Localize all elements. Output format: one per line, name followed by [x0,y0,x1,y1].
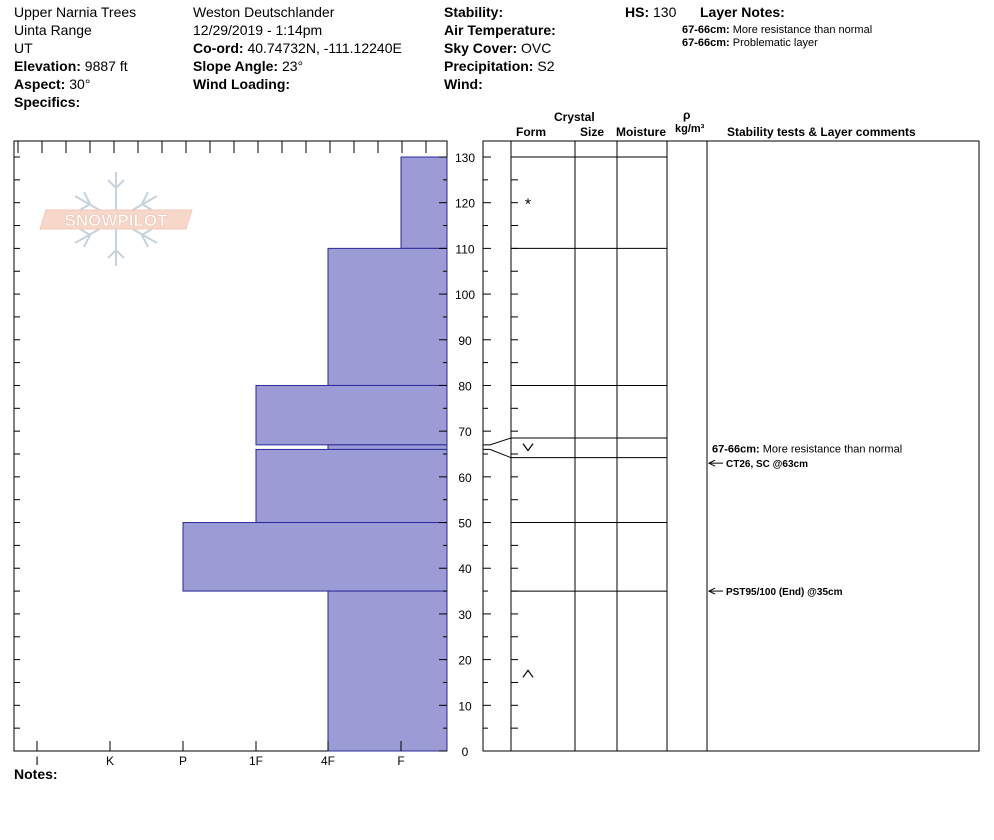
y-tick-label-80: 80 [458,379,472,393]
x-tick-label-4F: 4F [321,754,335,768]
y-tick-label-10: 10 [458,699,472,713]
observation-datetime: 12/29/2019 - 1:14pm [193,22,323,38]
y-tick-label-50: 50 [458,517,472,531]
layer-note-2: 67-66cm: Problematic layer [682,37,818,49]
y-tick-label-60: 60 [458,471,472,485]
stability: Stability: [444,3,503,21]
observer-name: Weston Deutschlander [193,4,335,20]
elevation-label: Elevation: [14,58,81,74]
crystal-header: Crystal [554,110,595,124]
layer-notes-title: Layer Notes: [700,4,785,20]
aspect-label: Aspect: [14,76,66,92]
location-name: Upper Narnia Trees [14,4,137,20]
form-header: Form [516,125,546,139]
aspect-value: 30° [69,76,91,92]
coord-label: Co-ord: [193,40,244,56]
hardness-bar-1 [327,247,448,386]
precipitation: Precipitation: S2 [444,57,554,75]
wind: Wind: [444,75,483,93]
comment-layer-text: More resistance than normal [763,443,902,455]
layer-fan-bottom [483,448,512,459]
wind-loading: Wind Loading: [193,75,290,93]
air-temp-label: Air Temperature: [444,22,556,38]
crystal-table: * [482,140,980,752]
range-name: Uinta Range [14,22,92,38]
y-tick-label-110: 110 [455,242,474,256]
layer-note-1: 67-66cm: More resistance than normal [682,24,873,36]
sky-value: OVC [521,40,552,56]
grain-form-depth-hoar [522,443,534,452]
coordinates: Co-ord: 40.74732N, -111.12240E [193,39,402,57]
state-name: UT [14,40,33,56]
logo-text: SNOWPILOT [65,211,169,230]
snow-height: HS: 130 [625,3,676,21]
comment-layer-note: 67-66cm: More resistance than normal [712,443,902,455]
notes: Notes: [14,765,58,783]
elevation-value: 9887 ft [84,58,128,74]
elevation: Elevation: 9887 ft [14,57,128,75]
y-tick-label-40: 40 [458,562,472,576]
y-tick-label-20: 20 [458,654,472,668]
specifics: Specifics: [14,93,80,111]
size-header: Size [580,125,605,139]
sky-label: Sky Cover: [444,40,518,56]
y-tick-label-100: 100 [455,288,475,302]
comment-arrow-head-0 [707,459,716,467]
density-unit-header: kg/m³ [675,123,705,135]
grain-form-stellar: * [525,197,531,214]
hardness-profile: 0 10 20 30 40 50 60 70 80 90 100 110 120 130 I K P 1F 4F F [13,140,475,768]
stability-test-0: CT26, SC @63cm [726,459,808,470]
y-tick-label-130: 130 [455,151,475,165]
y-tick-label-0: 0 [462,745,469,759]
slope-angle: Slope Angle: 23° [193,57,303,75]
x-tick-label-1F: 1F [249,754,263,768]
grain-form-faceted-rounded [522,669,534,678]
y-tick-label-90: 90 [458,334,472,348]
hs-value: 130 [653,4,677,20]
density-rho-header: ρ [683,108,691,122]
wind-loading-label: Wind Loading: [193,76,291,92]
stability-label: Stability: [444,4,504,20]
stability-test-1: PST95/100 (End) @35cm [726,587,843,598]
moisture-header: Moisture [616,125,667,139]
stability-comments: 67-66cm: More resistance than normal CT26… [707,443,902,598]
hardness-bar-6 [327,590,448,752]
slope-value: 23° [281,58,304,74]
hs-label: HS: [625,4,650,20]
precip-value: S2 [537,58,555,74]
x-tick-label-K: K [106,754,114,768]
comment-layer-range: 67-66cm: [712,443,763,455]
hardness-bar-5 [182,522,448,592]
snowpilot-logo: SNOWPILOT [39,172,193,266]
aspect: Aspect: 30° [14,75,90,93]
wind-label: Wind: [444,76,483,92]
hardness-bar-3 [327,444,448,450]
specifics-label: Specifics: [14,94,81,110]
x-tick-label-I: I [35,754,38,768]
hardness-bar-4 [255,448,448,524]
x-tick-label-P: P [179,754,187,768]
air-temperature: Air Temperature: [444,21,556,39]
hardness-bar-2 [255,384,448,446]
layer-fan-top [483,437,512,446]
notes-label: Notes: [14,766,58,782]
x-tick-label-F: F [397,754,404,768]
coord-value: 40.74732N, -111.12240E [247,40,402,56]
sky-cover: Sky Cover: OVC [444,39,551,57]
comment-arrow-head-1 [707,587,716,595]
y-tick-label-70: 70 [458,425,472,439]
precip-label: Precipitation: [444,58,534,74]
stability-comments-header: Stability tests & Layer comments [727,125,916,139]
crystal-table-frame [482,140,980,752]
y-tick-label-30: 30 [458,608,472,622]
slope-label: Slope Angle: [193,58,279,74]
y-tick-label-120: 120 [455,197,475,211]
